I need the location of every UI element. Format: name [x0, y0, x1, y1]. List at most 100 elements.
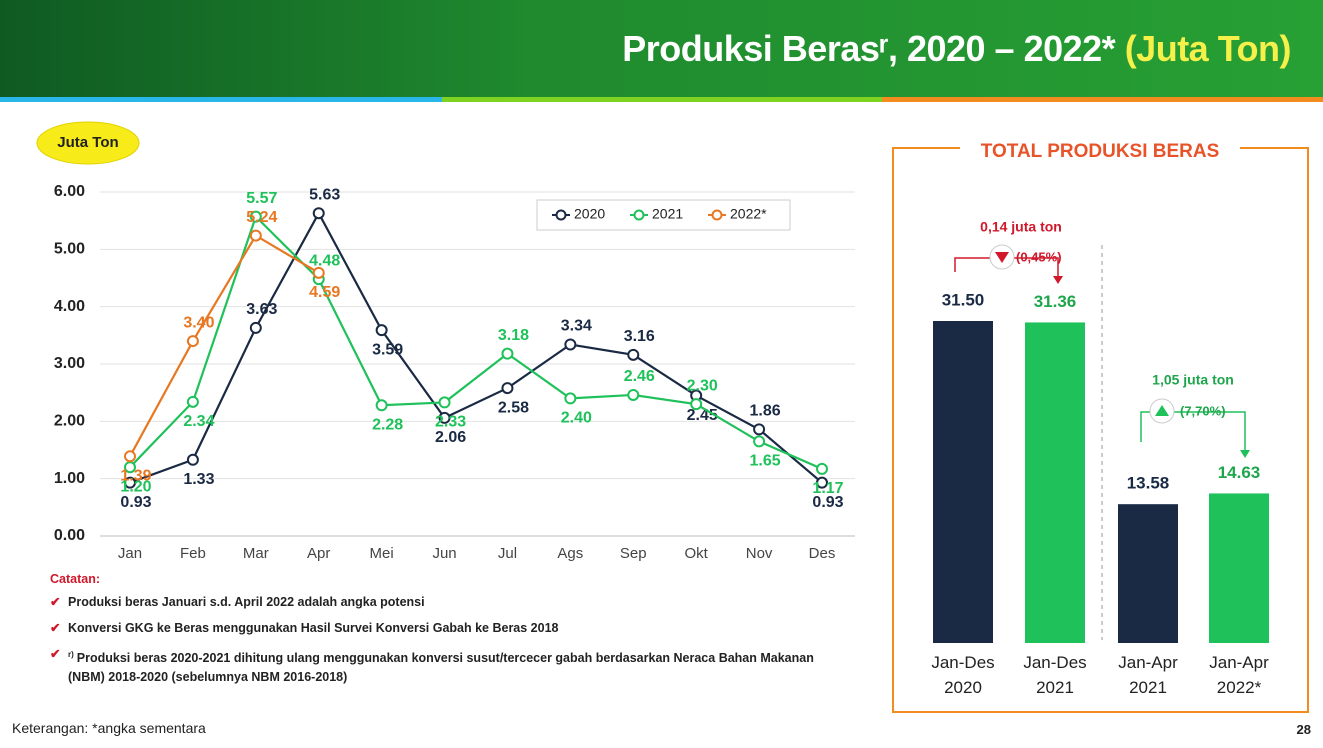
point: [249, 321, 262, 334]
y-tick-label: 3.00: [54, 355, 85, 372]
y-tick-label: 2.00: [54, 413, 85, 430]
legend-label: 2021: [652, 206, 683, 222]
data-label: 4.48: [309, 252, 340, 269]
note-text: Produksi beras 2020-2021 dihitung ulang …: [68, 651, 814, 685]
series-line: [129, 214, 823, 470]
point: [438, 396, 451, 409]
y-tick-label: 0.00: [54, 527, 85, 544]
bar: [1118, 504, 1178, 643]
legend-marker: [633, 209, 645, 221]
point: [186, 395, 199, 408]
data-label: 1.17: [812, 480, 843, 497]
footnote: Keterangan: *angka sementara: [12, 720, 206, 736]
note: r)Produksi beras 2020-2021 dihitung ulan…: [50, 645, 840, 687]
x-tick-label: Jan-Des 2021: [1023, 653, 1087, 697]
point: [249, 229, 262, 242]
legend-marker: [711, 209, 723, 221]
y-tick-label: 4.00: [54, 298, 85, 315]
x-tick-label: Des: [809, 545, 836, 562]
point: [186, 453, 199, 466]
bar: [1209, 493, 1269, 643]
point: [564, 338, 577, 351]
point: [564, 392, 577, 405]
x-tick-label: Okt: [685, 545, 709, 562]
point: [249, 210, 262, 223]
data-label: 1.39: [120, 468, 151, 485]
data-label: 2.30: [687, 377, 718, 394]
data-label: 3.16: [624, 328, 655, 345]
point: [627, 348, 640, 361]
panel-title: TOTAL PRODUKSI BERAS: [981, 141, 1220, 162]
bar: [933, 321, 993, 643]
point: [375, 324, 388, 337]
x-tick-label: Apr: [307, 545, 330, 562]
x-tick-label: Jan-Apr 2021: [1118, 653, 1178, 697]
annotation: 0,14 juta ton: [980, 219, 1062, 235]
data-label: 2.34: [183, 413, 214, 430]
strip: [0, 97, 442, 102]
y-tick-label: 1.00: [54, 470, 85, 487]
data-label: 31.50: [942, 290, 985, 309]
title-unit: (Juta Ton): [1124, 28, 1292, 69]
data-label: 5.63: [309, 186, 340, 203]
data-label: 2.28: [372, 416, 403, 433]
header-band: [0, 0, 1323, 98]
y-tick-label: 5.00: [54, 241, 85, 258]
x-tick-label: Jun: [432, 545, 456, 562]
point: [438, 411, 451, 424]
note-marker: r): [68, 650, 74, 659]
data-label: 2.06: [435, 429, 466, 446]
data-label: 5.57: [246, 190, 277, 207]
point: [124, 476, 136, 489]
data-label: 2.40: [561, 410, 592, 427]
point: [124, 450, 136, 463]
annotation-change: (0,45%): [1016, 249, 1062, 264]
arrowhead: [1240, 450, 1250, 458]
panel-title-bg: [960, 132, 1240, 168]
legend-marker: [555, 209, 567, 221]
point: [501, 347, 514, 360]
data-label: 3.40: [183, 314, 214, 331]
data-label: 2.45: [687, 407, 718, 424]
x-tick-label: Jan-Apr 2022*: [1209, 653, 1269, 697]
data-label: 3.59: [372, 341, 403, 358]
data-label: 2.33: [435, 414, 466, 431]
x-tick-label: Mei: [370, 545, 394, 562]
series-line: [129, 210, 823, 484]
point: [312, 266, 325, 279]
data-label: 2.58: [498, 399, 529, 416]
x-tick-label: Nov: [746, 545, 773, 562]
point: [690, 398, 703, 411]
data-label: 31.36: [1034, 292, 1077, 311]
strip: [442, 97, 882, 102]
data-label: 14.63: [1218, 463, 1261, 482]
badge: [36, 121, 140, 165]
bracket: [1140, 411, 1246, 450]
x-tick-label: Sep: [620, 545, 647, 562]
annotation-change: (7,70%): [1180, 403, 1226, 418]
data-label: 4.59: [309, 284, 340, 301]
data-label: 13.58: [1127, 474, 1170, 493]
legend-label: 2022*: [730, 206, 767, 222]
point: [186, 335, 199, 348]
slide-title: Produksi Berasʳ, 2020 – 2022* (Juta Ton): [622, 28, 1291, 70]
x-tick-label: Mar: [243, 545, 269, 562]
x-tick-label: Feb: [180, 545, 206, 562]
data-label: 3.34: [561, 318, 592, 335]
title-text: Produksi Berasʳ, 2020 – 2022*: [622, 28, 1116, 69]
series-line: [129, 234, 320, 457]
notes-title: Catatan:: [50, 572, 101, 586]
point: [501, 382, 514, 395]
data-label: 3.63: [246, 301, 277, 318]
point: [312, 207, 325, 220]
badge-text: Juta Ton: [57, 134, 118, 151]
data-label: 5.24: [246, 209, 277, 226]
notes: Catatan: Produksi beras Januari s.d. Apr…: [50, 572, 840, 694]
y-tick-label: 6.00: [54, 183, 85, 200]
x-tick-label: Ags: [557, 545, 583, 562]
note: Produksi beras Januari s.d. April 2022 a…: [50, 593, 840, 612]
x-tick-label: Jan-Des 2020: [931, 653, 995, 697]
x-tick-label: Jan: [118, 545, 142, 562]
